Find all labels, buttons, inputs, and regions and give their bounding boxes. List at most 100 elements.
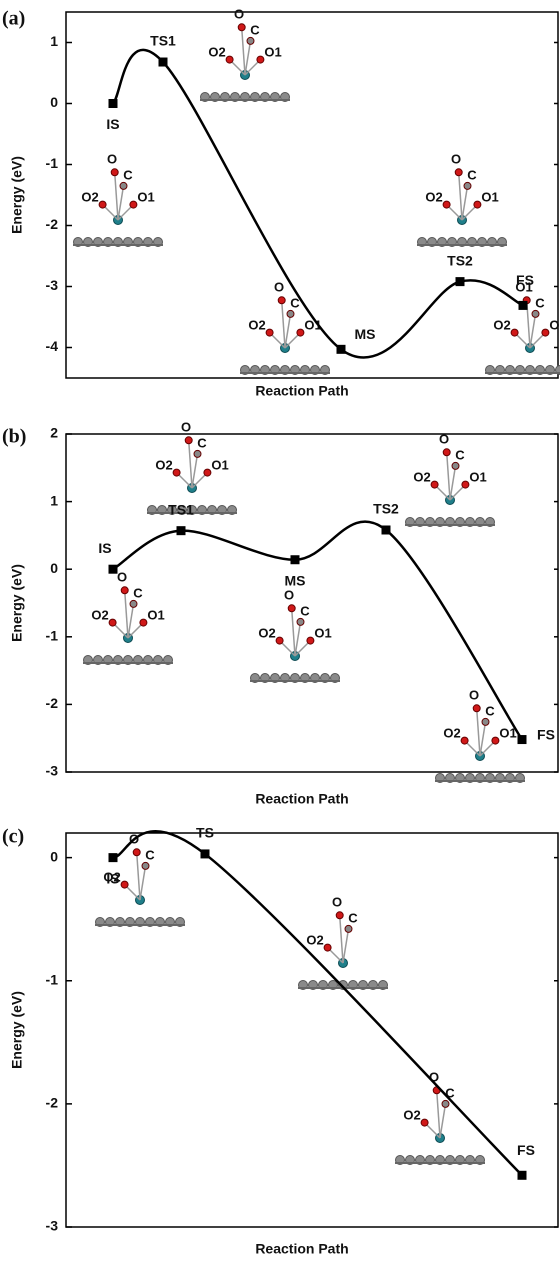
atom-label: C (455, 447, 465, 462)
structure: OC O2 O1 (83, 569, 173, 665)
atom (454, 168, 463, 177)
state-point (158, 57, 168, 67)
atom (441, 1099, 450, 1108)
state-point (108, 564, 118, 574)
structure: OC O2 O1 (417, 151, 507, 247)
plot-frame (65, 11, 559, 379)
state-label: FS (517, 1142, 535, 1158)
bond (435, 1090, 441, 1139)
atom-label: O1 (515, 279, 532, 294)
state-label: TS2 (373, 501, 399, 517)
state-point (455, 277, 465, 287)
atom-label: C (123, 167, 133, 182)
atom-label: O1 (549, 317, 560, 332)
panel-label: (a) (2, 8, 25, 30)
atom-label: O1 (137, 189, 154, 204)
atom-label: O1 (481, 189, 498, 204)
structure: OC O2 O1 (240, 279, 330, 375)
atom-label: O (284, 587, 294, 602)
atom (119, 181, 128, 190)
atom (246, 36, 255, 45)
atom-label: C (535, 295, 545, 310)
structure: OC O2 O1 (435, 687, 525, 783)
y-tick-label: -2 (46, 695, 59, 711)
atom (203, 468, 212, 477)
atom (265, 328, 274, 337)
atom (442, 448, 451, 457)
atom-label: O1 (147, 607, 164, 622)
y-tick-label: -3 (46, 763, 59, 779)
state-point (518, 300, 528, 310)
y-axis-label: Energy (eV) (9, 564, 25, 642)
atom (531, 309, 540, 318)
y-tick-label: -3 (46, 1218, 59, 1234)
bond (244, 40, 252, 76)
bond (342, 928, 350, 964)
atom (451, 461, 460, 470)
state-label: TS2 (447, 252, 473, 268)
structure: OC O2 O1 (405, 431, 495, 527)
atom-label: C (485, 703, 495, 718)
bond (127, 603, 135, 639)
bond (280, 300, 286, 349)
y-axis-label: Energy (eV) (9, 991, 25, 1069)
structure: OC O2 (395, 1069, 485, 1165)
atom-label: O (429, 1069, 439, 1084)
atom (108, 618, 117, 627)
atom (275, 636, 284, 645)
atom-label: O2 (258, 625, 275, 640)
atom-label: O2 (91, 607, 108, 622)
bond (294, 621, 302, 657)
atom-label: C (133, 585, 143, 600)
y-tick-label: 0 (50, 848, 58, 864)
panel-label: (c) (2, 826, 24, 848)
atom (287, 604, 296, 613)
state-label: TS1 (168, 501, 194, 517)
y-tick-label: -1 (46, 628, 59, 644)
atom (296, 617, 305, 626)
atom-label: O1 (264, 44, 281, 59)
plot-frame (65, 832, 559, 1228)
atom (193, 449, 202, 458)
atom (296, 328, 305, 337)
atom-label: O2 (306, 932, 323, 947)
state-point (517, 735, 527, 745)
bond (475, 708, 481, 757)
structure: OC O2 O1 (200, 6, 290, 102)
bond (240, 27, 246, 76)
bond (290, 608, 296, 657)
atom (491, 736, 500, 745)
atom-label: C (290, 295, 300, 310)
state-point (176, 526, 186, 536)
atom-label: O (439, 431, 449, 446)
atom-label: C (467, 167, 477, 182)
atom (237, 23, 246, 32)
atom (172, 468, 181, 477)
atom (110, 168, 119, 177)
atom (442, 200, 451, 209)
bond (187, 440, 193, 489)
bond (529, 313, 537, 349)
atom-label: O2 (443, 725, 460, 740)
y-tick-label: -4 (46, 338, 59, 354)
bond (479, 721, 487, 757)
structure: O1CO2O1 (485, 279, 560, 375)
state-label: IS (106, 870, 119, 886)
y-tick-label: 0 (50, 560, 58, 576)
atom (306, 636, 315, 645)
y-tick-label: -1 (46, 155, 59, 171)
atom (461, 480, 470, 489)
atom-label: O2 (248, 317, 265, 332)
bond (284, 313, 292, 349)
atom-label: C (445, 1085, 455, 1100)
energy-curve (112, 829, 523, 1177)
atom-label: O2 (155, 457, 172, 472)
y-tick-label: 1 (50, 492, 58, 508)
atom (510, 328, 519, 337)
atom-label: O1 (211, 457, 228, 472)
state-label: TS1 (150, 33, 176, 49)
state-point (108, 853, 118, 863)
atom-label: O2 (81, 189, 98, 204)
structure: OC O2 O1 (73, 151, 163, 247)
